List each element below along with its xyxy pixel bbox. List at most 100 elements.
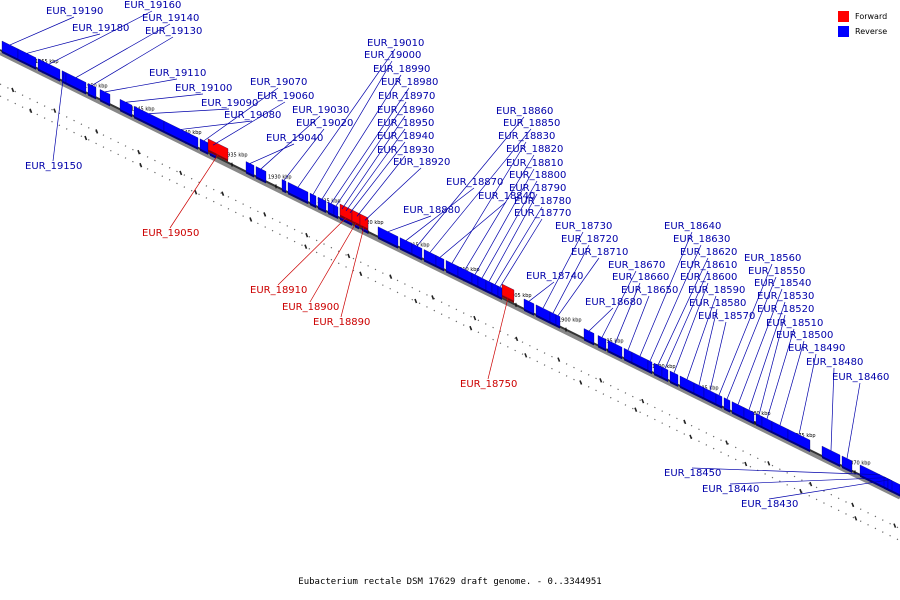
gene-shadow: [584, 338, 594, 346]
gene-label: EUR_19150: [25, 161, 82, 172]
gene-label: EUR_18770: [514, 208, 571, 219]
gene-label: EUR_18670: [608, 260, 665, 271]
frame-mark: [304, 244, 308, 249]
leader-line: [169, 154, 219, 229]
leader-line: [321, 74, 402, 200]
tick-label: 1940 kbp: [178, 130, 202, 136]
leader-line: [91, 36, 174, 86]
gene-label: EUR_18450: [664, 468, 721, 479]
gene-shadow: [340, 214, 352, 223]
leader-line: [737, 288, 783, 405]
frame-mark: [194, 190, 198, 195]
leader-line: [726, 276, 777, 400]
gene-label: EUR_19020: [296, 118, 353, 129]
legend-forward-label: Forward: [855, 12, 888, 21]
gene-label: EUR_18430: [741, 499, 798, 510]
gene-shadow: [762, 426, 772, 434]
legend-reverse: Reverse: [838, 24, 887, 39]
gene-shadow: [400, 247, 412, 256]
gene-label: EUR_19100: [175, 83, 232, 94]
frame-mark: [809, 481, 813, 487]
gene-label: EUR_18600: [680, 272, 737, 283]
gene-label: EUR_18890: [313, 317, 370, 328]
leader-line: [601, 270, 637, 338]
gene-shadow: [378, 236, 398, 249]
leader-line: [364, 167, 422, 221]
leader-line: [481, 180, 538, 279]
gene-label: EUR_18560: [744, 253, 801, 264]
gene-label: EUR_18720: [561, 234, 618, 245]
gene-shadow: [524, 308, 534, 316]
gene-shadow: [842, 465, 852, 473]
frame-mark: [641, 398, 645, 404]
frame-mark: [53, 108, 57, 113]
gene-shadow: [208, 149, 228, 162]
leader-line: [528, 281, 555, 302]
frame-mark: [744, 461, 748, 467]
leader-line: [464, 154, 535, 270]
gene-label: EUR_18570: [698, 311, 755, 322]
gene-label: EUR_19010: [367, 38, 424, 49]
frame-mark: [854, 516, 858, 521]
gene-shadow: [822, 456, 840, 467]
gene-shadow: [436, 265, 444, 272]
gene-shadow: [662, 377, 668, 382]
frame-mark: [767, 461, 771, 466]
leader-line: [48, 10, 153, 65]
gene-label: EUR_18510: [766, 318, 823, 329]
gene-label: EUR_18950: [377, 118, 434, 129]
gene-shadow: [344, 219, 348, 224]
frame-mark: [799, 488, 803, 494]
gene-label: EUR_18610: [680, 260, 737, 271]
gene-shadow: [310, 203, 316, 209]
frame-mark: [347, 253, 351, 259]
gene-eur-18430: [887, 478, 893, 491]
frame-mark: [683, 419, 687, 425]
gene-label: EUR_18580: [689, 298, 746, 309]
tick-label: 1890 kbp: [652, 364, 676, 370]
gene-label: EUR_18540: [754, 278, 811, 289]
frame-mark: [599, 378, 603, 383]
leader-line: [798, 353, 817, 435]
gene-label: EUR_19160: [124, 0, 181, 11]
gene-label: EUR_19060: [257, 91, 314, 102]
gene-shadow: [38, 68, 60, 82]
gene-label: EUR_18960: [377, 105, 434, 116]
leader-line: [779, 340, 805, 426]
gene-label: EUR_19140: [142, 13, 199, 24]
gene-label: EUR_19050: [142, 228, 199, 239]
gene-label: EUR_18730: [555, 221, 612, 232]
leader-line: [148, 108, 230, 114]
gene-label: EUR_18940: [377, 131, 434, 142]
tick-label: 1910 kbp: [456, 267, 480, 273]
frame-mark: [389, 274, 393, 279]
leader-line: [639, 231, 693, 357]
gene-label: EUR_18880: [403, 205, 460, 216]
gene-label: EUR_18820: [506, 144, 563, 155]
frame-dot-line: [0, 83, 900, 530]
gene-shadow: [334, 214, 338, 219]
gene-label: EUR_18870: [446, 177, 503, 188]
leader-line: [52, 71, 65, 162]
tick-label: 1870 kbp: [847, 460, 871, 466]
leader-line: [75, 23, 171, 78]
leader-line: [309, 222, 357, 303]
gene-shadow: [716, 403, 722, 409]
gene-shadow: [282, 189, 286, 194]
gene-label: EUR_18830: [498, 131, 555, 142]
frame-mark: [524, 353, 528, 358]
leader-line: [330, 87, 410, 204]
frame-mark: [557, 357, 561, 362]
gene-shadow: [134, 116, 164, 134]
frame-mark: [515, 336, 519, 342]
gene-label: EUR_18640: [664, 221, 721, 232]
tick-label: 1955 kbp: [35, 59, 59, 65]
frame-mark: [11, 87, 15, 93]
gene-shadow: [352, 220, 360, 227]
leader-line: [260, 115, 321, 170]
gene-label: EUR_19130: [145, 26, 202, 37]
gene-labels: EUR_19190 EUR_19180 EUR_19160 EUR_19150 EUR_…: [9, 0, 891, 510]
gene-label: EUR_18590: [688, 285, 745, 296]
leader-line: [277, 217, 347, 286]
leader-line: [709, 321, 727, 391]
